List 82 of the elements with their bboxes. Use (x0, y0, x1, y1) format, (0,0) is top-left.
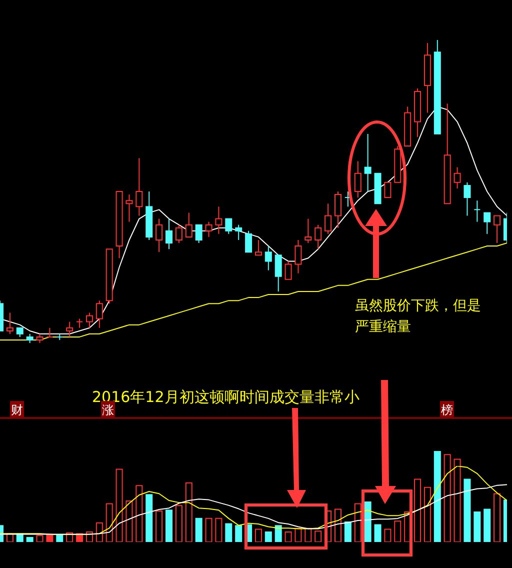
bar (156, 510, 163, 542)
candlestick (215, 206, 222, 234)
bar (126, 500, 133, 542)
bar (225, 523, 232, 542)
bar (185, 482, 192, 542)
candlestick (185, 212, 192, 238)
bar (116, 468, 123, 542)
annotation: 虽然股价下跌，但是严重缩量 (355, 298, 481, 335)
candlestick (454, 166, 461, 189)
candlestick (334, 191, 342, 228)
bar (26, 536, 34, 542)
bar (195, 518, 202, 542)
candlestick (86, 312, 93, 328)
candlestick (96, 300, 103, 328)
bar (215, 518, 222, 542)
bar (364, 501, 372, 542)
bar (235, 525, 242, 542)
candlestick (156, 218, 163, 253)
bar (454, 458, 461, 542)
bar (284, 531, 292, 542)
bar (86, 531, 93, 542)
candlestick (464, 182, 471, 216)
candlestick (205, 221, 212, 238)
bar (205, 518, 212, 542)
candlestick (284, 260, 292, 280)
candlestick (225, 218, 232, 234)
candlestick (195, 224, 202, 244)
candlestick (474, 200, 481, 222)
bar (274, 525, 282, 542)
bar (464, 478, 471, 542)
bar (96, 522, 103, 542)
bar (354, 503, 362, 542)
candlestick (354, 160, 362, 198)
candlestick (6, 312, 14, 334)
bar (394, 520, 402, 542)
candlestick (314, 224, 322, 250)
candlestick (26, 333, 34, 343)
bar (424, 486, 431, 542)
candlestick (136, 158, 143, 216)
candlestick (264, 246, 272, 271)
bar (374, 524, 382, 542)
candlestick (324, 203, 332, 234)
candlestick (274, 254, 282, 292)
bar (314, 530, 322, 542)
candlestick (126, 194, 133, 222)
candlestick (384, 182, 392, 198)
bar (414, 478, 422, 542)
bar (384, 528, 392, 542)
candlestick (36, 333, 44, 343)
candlestick (304, 218, 312, 244)
candlestick (254, 239, 262, 256)
bar (175, 505, 182, 542)
bar (334, 508, 342, 542)
candlestick (46, 327, 54, 338)
bar (56, 534, 64, 542)
bar (36, 535, 44, 542)
bar (434, 451, 441, 542)
candlestick (66, 321, 74, 338)
candlestick (294, 239, 302, 274)
bar (106, 503, 113, 542)
bar (344, 521, 352, 542)
bar (146, 494, 153, 542)
candlestick (245, 230, 252, 253)
candlestick (175, 224, 182, 244)
candlestick (484, 212, 491, 234)
bar (254, 528, 262, 542)
bar (46, 534, 54, 542)
bar (264, 531, 272, 542)
bar (444, 454, 451, 542)
candlestick (494, 215, 501, 244)
bar (484, 508, 491, 542)
candlestick (364, 133, 372, 192)
bar (136, 485, 143, 542)
bar (294, 528, 302, 542)
bar (494, 493, 501, 542)
bar (304, 528, 312, 542)
candlestick (235, 224, 242, 240)
candlestick (16, 327, 24, 338)
bar (474, 511, 481, 542)
bar (166, 510, 172, 542)
candlestick (166, 218, 172, 250)
candlestick (76, 318, 84, 328)
